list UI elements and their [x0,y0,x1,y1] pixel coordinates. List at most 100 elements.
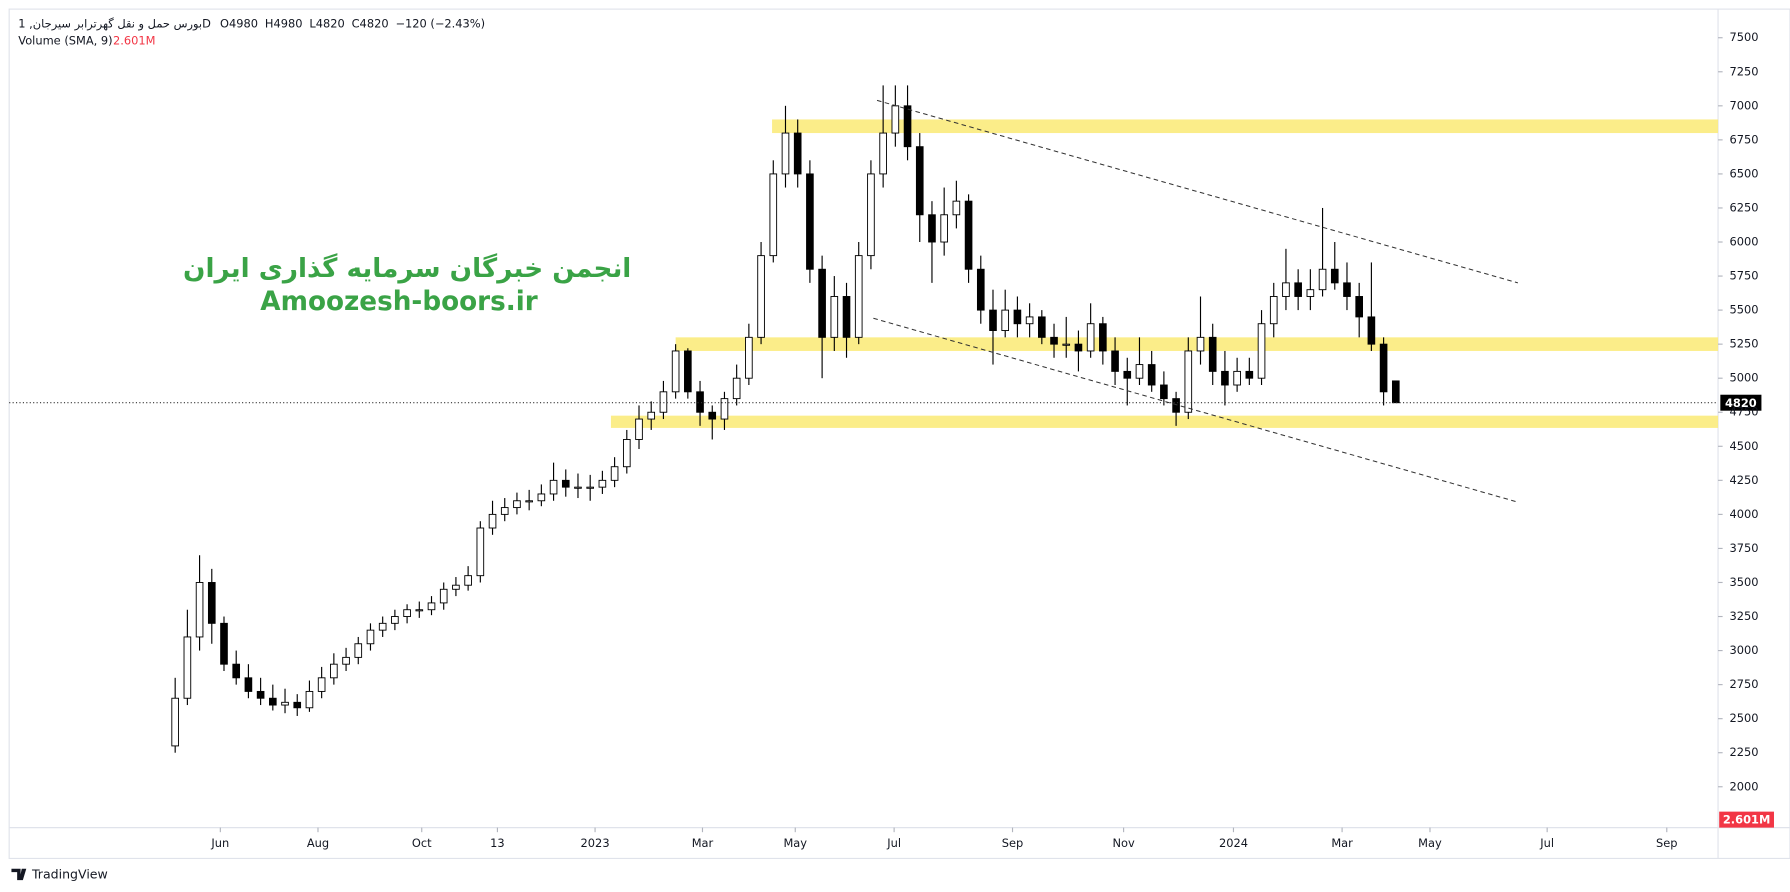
candle-body [1318,268,1327,291]
y-tick-label: 6500 [1729,166,1758,180]
candle-body [403,609,411,617]
candle-body [696,391,704,413]
candle-body [928,214,936,243]
candle-body [622,439,631,468]
volume-value: 2.601M [113,34,156,48]
candle-body [1013,309,1022,325]
candle-body [1367,316,1376,345]
candle-body [366,629,375,645]
y-tick-label: 7250 [1729,64,1758,78]
x-tick-label: Sep [1002,836,1023,850]
y-tick-label: 2250 [1729,745,1758,759]
sr-zone [772,119,1719,134]
y-tick-label: 3750 [1729,541,1758,555]
candle-body [891,105,900,134]
candle-body [1147,364,1156,386]
candle-body [903,105,912,148]
candle-body [879,132,887,175]
candle-body [476,527,485,577]
x-tick-label: Jul [886,836,901,850]
y-tick-label: 2500 [1729,711,1758,725]
candle-body [549,479,558,495]
candle-body [354,643,363,658]
candle-body [281,701,289,706]
candle-body [244,677,253,692]
candle-body [842,296,851,338]
ohlc-legend: C4820 [352,16,389,30]
y-tick-label: 3250 [1729,609,1758,623]
x-tick-label: Mar [1331,836,1353,850]
brand[interactable]: TradingView [31,866,108,881]
x-tick-label: May [1418,836,1442,850]
candle-body [757,255,765,338]
candle-body [964,200,973,270]
candle-body [415,609,424,612]
candle-body [1196,336,1205,352]
candle-body [452,584,460,590]
candle-body [1355,296,1363,318]
candle-body [1269,296,1278,325]
candle-body [1172,398,1180,413]
y-tick-label: 3500 [1729,575,1758,589]
ohlc-legend: −120 (−2.43%) [395,16,485,30]
trendline [876,99,1519,284]
candle-body [232,663,241,679]
ohlc-legend: H4980 [265,16,303,30]
candle-body [1123,370,1132,379]
candle-body [854,255,863,338]
brand-logo[interactable] [11,868,27,881]
candle-body [1221,370,1229,386]
y-tick-label: 4000 [1729,507,1758,521]
candle-body [732,377,741,400]
candle-body [708,411,717,420]
candle-body [1074,343,1083,352]
candle-body [293,701,302,709]
ohlc-legend: O4980 [220,16,258,30]
candle-body [915,146,924,216]
candle-body [1099,323,1107,352]
x-tick-label: Nov [1112,836,1135,850]
symbol-title[interactable]: بورس حمل و نقل گهرترابر سیرجان, 1D [18,16,211,31]
candle-body [1001,309,1010,331]
candle-body [1294,282,1302,297]
x-tick-label: 13 [490,836,505,850]
y-tick-label: 2750 [1729,677,1758,691]
candle-body [391,616,399,624]
candle-body [647,411,656,420]
candle-body [830,296,839,338]
y-tick-label: 5000 [1729,371,1758,385]
candle-body [1282,282,1290,297]
candle-body [207,582,216,624]
candle-body [1184,350,1193,413]
candle-body [952,200,961,216]
candle-body [537,493,546,502]
candle-body [464,575,472,586]
x-tick-label: Jun [210,836,229,850]
candle-body [1343,282,1351,297]
x-tick-label: 2024 [1219,836,1248,850]
candle-body [488,513,497,529]
candle-body [220,622,228,665]
candle-body [269,697,277,706]
watermark-url: Amoozesh-boors.ir [260,287,537,317]
volume-badge-text: 2.601M [1723,813,1770,827]
watermark-fa: انجمن خبرگان سرمایه گذاری ایران [183,253,631,284]
candle-body [1038,316,1046,338]
candle-body [1160,384,1168,400]
frame [8,8,1790,860]
candle-body [818,268,826,338]
candle-body [684,350,692,393]
candle-body [635,418,643,440]
y-tick-label: 4750 [1729,405,1758,419]
y-tick-label: 4250 [1729,473,1758,487]
candle-body [1391,380,1400,404]
candle-body [976,268,985,311]
candle-body [781,132,790,175]
volume-title[interactable]: Volume (SMA, 9) [18,34,112,48]
candle-body [671,350,680,393]
candle-body [256,690,265,699]
candle-body [427,602,436,611]
x-tick-label: 2023 [581,836,610,850]
candle-body [342,656,350,665]
